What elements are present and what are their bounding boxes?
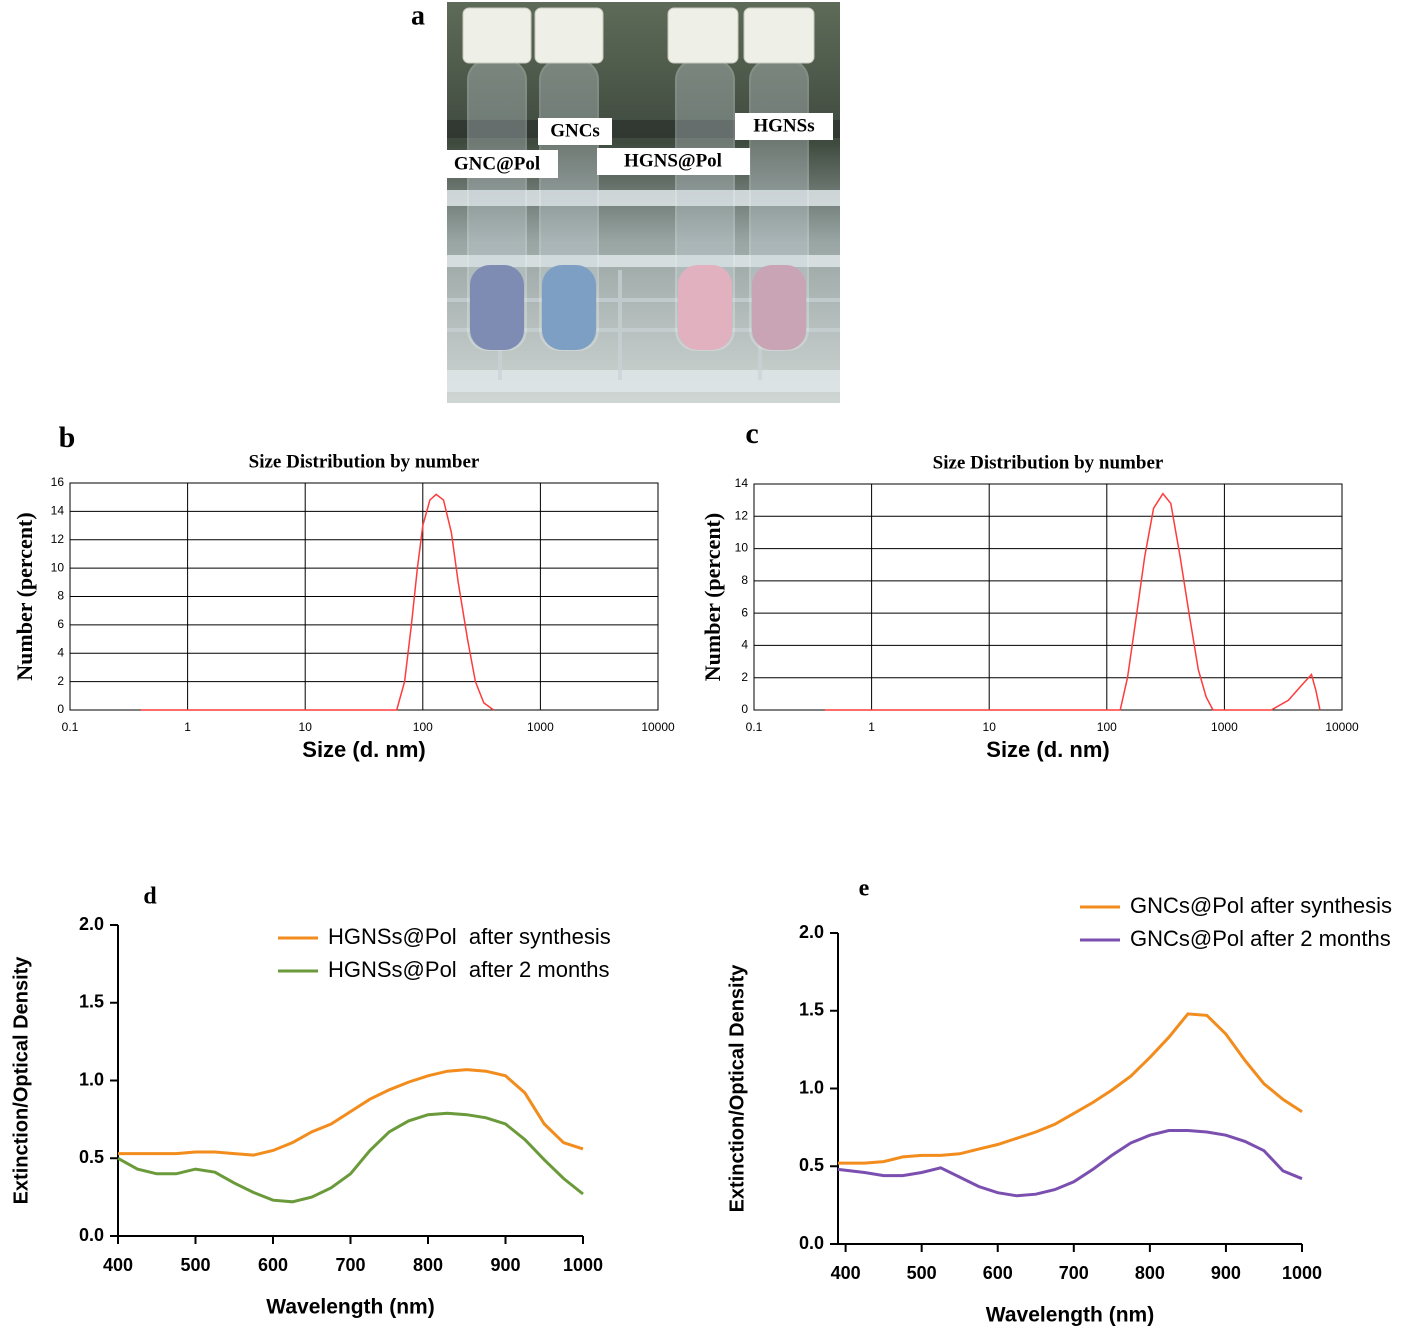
panel-label: d (143, 884, 157, 910)
x-tick-label: 700 (335, 1255, 365, 1275)
x-tick-label: 100 (1097, 720, 1117, 734)
x-axis-label: Size (d. nm) (302, 737, 425, 762)
x-tick-label: 400 (103, 1255, 133, 1275)
y-tick-label: 0.5 (799, 1155, 824, 1175)
y-tick-label: 0.0 (799, 1233, 824, 1253)
data-line (824, 492, 1321, 711)
x-tick-label: 10 (983, 720, 997, 734)
y-tick-label: 8 (741, 573, 748, 587)
x-tick-label: 800 (413, 1255, 443, 1275)
y-tick-label: 1.5 (799, 1000, 824, 1020)
chart-title: Size Distribution by number (249, 451, 480, 472)
x-tick-label: 900 (490, 1255, 520, 1275)
y-tick-label: 2.0 (79, 914, 104, 934)
y-axis-label: Extinction/Optical Density (10, 956, 32, 1205)
x-tick-label: 1000 (1282, 1263, 1322, 1283)
legend-label: GNCs@Pol after 2 months (1130, 926, 1391, 951)
y-tick-label: 1.0 (79, 1069, 104, 1089)
x-tick-label: 600 (258, 1255, 288, 1275)
legend-label: HGNSs@Pol after 2 months (328, 957, 610, 982)
y-axis-label: Number (percent) (12, 512, 37, 680)
y-tick-label: 12 (51, 532, 65, 546)
y-tick-label: 4 (741, 638, 748, 652)
legend-label: HGNSs@Pol after synthesis (328, 924, 611, 949)
y-tick-label: 2 (57, 674, 64, 688)
y-tick-label: 10 (51, 560, 65, 574)
y-tick-label: 12 (735, 508, 749, 522)
vial-label: HGNSs (753, 115, 814, 136)
panel-label: a (411, 0, 425, 31)
y-tick-label: 6 (57, 617, 64, 631)
y-tick-label: 0 (57, 702, 64, 716)
x-tick-label: 10000 (1325, 720, 1359, 734)
chart-title: Size Distribution by number (933, 452, 1164, 473)
y-tick-label: 8 (57, 589, 64, 603)
y-tick-label: 10 (735, 541, 749, 555)
x-tick-label: 10000 (641, 720, 675, 734)
x-axis-label: Wavelength (nm) (986, 1304, 1154, 1327)
x-tick-label: 500 (180, 1255, 210, 1275)
legend-label: GNCs@Pol after synthesis (1130, 893, 1392, 918)
y-tick-label: 1.0 (799, 1077, 824, 1097)
x-tick-label: 0.1 (746, 720, 763, 734)
x-tick-label: 1 (184, 720, 191, 734)
y-tick-label: 0 (741, 702, 748, 716)
y-tick-label: 4 (57, 645, 64, 659)
vial-label: GNCs (550, 120, 600, 141)
x-tick-label: 1000 (563, 1255, 603, 1275)
data-line (837, 1129, 1303, 1198)
x-tick-label: 0.1 (62, 720, 79, 734)
x-tick-label: 400 (831, 1263, 861, 1283)
plot-frame (753, 483, 1343, 711)
y-tick-label: 14 (735, 476, 749, 490)
x-tick-label: 700 (1059, 1263, 1089, 1283)
data-line (117, 1111, 584, 1204)
y-axis-label: Number (percent) (700, 513, 725, 681)
x-tick-label: 10 (299, 720, 313, 734)
x-tick-label: 1000 (1211, 720, 1238, 734)
x-axis-label: Size (d. nm) (986, 737, 1109, 762)
x-tick-label: 100 (413, 720, 433, 734)
x-tick-label: 1000 (527, 720, 554, 734)
y-tick-label: 2 (741, 670, 748, 684)
x-tick-label: 800 (1135, 1263, 1165, 1283)
x-tick-label: 1 (868, 720, 875, 734)
data-line (118, 1068, 584, 1157)
y-axis-label: Extinction/Optical Density (726, 964, 748, 1213)
y-tick-label: 0.5 (79, 1147, 104, 1167)
x-tick-label: 600 (983, 1263, 1013, 1283)
y-tick-label: 14 (51, 504, 65, 518)
vial-label: HGNS@Pol (624, 150, 722, 171)
photo (437, 2, 840, 403)
x-tick-label: 500 (907, 1263, 937, 1283)
panel-label: e (859, 876, 870, 902)
y-tick-label: 1.5 (79, 992, 104, 1012)
data-line (140, 493, 495, 711)
panel-label: c (745, 417, 758, 450)
y-tick-label: 6 (741, 605, 748, 619)
y-tick-label: 16 (51, 475, 65, 489)
y-tick-label: 0.0 (79, 1225, 104, 1245)
panel-label: b (59, 421, 76, 454)
x-tick-label: 900 (1211, 1263, 1241, 1283)
data-line (838, 1012, 1303, 1165)
vial-label: GNC@Pol (454, 153, 540, 174)
x-axis-label: Wavelength (nm) (266, 1296, 434, 1319)
y-tick-label: 2.0 (799, 922, 824, 942)
